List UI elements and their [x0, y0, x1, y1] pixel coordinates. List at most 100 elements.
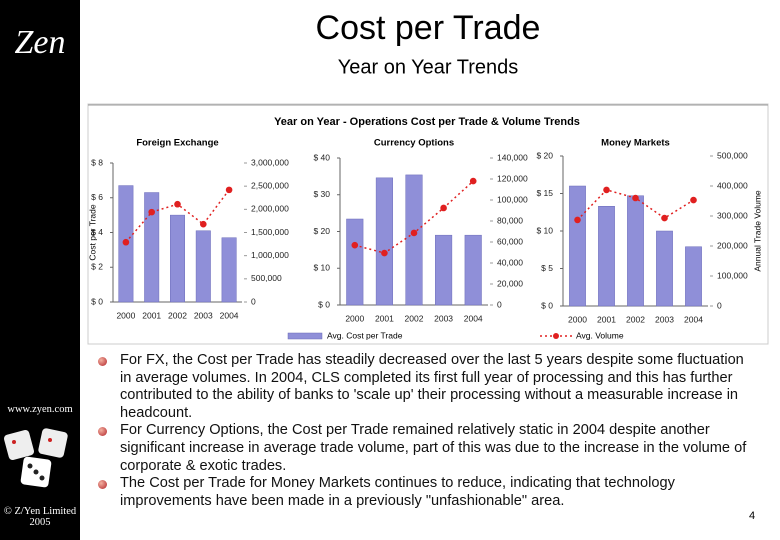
x-tick-label: 2002: [626, 314, 645, 324]
y2-tick-label: 0: [497, 299, 502, 309]
bullet-list: For FX, the Cost per Trade has steadily …: [96, 352, 756, 510]
y-tick-label: $ 0: [541, 300, 553, 310]
y2-tick-label: 100,000: [497, 194, 528, 204]
x-tick-label: 2001: [142, 310, 161, 320]
bar: [685, 246, 702, 307]
bar: [144, 192, 160, 303]
y2-tick-label: 120,000: [497, 173, 528, 183]
line-marker: [469, 177, 477, 185]
y2-tick-label: 140,000: [497, 152, 528, 162]
x-tick-label: 2004: [684, 314, 703, 324]
y2-tick-label: 500,000: [251, 273, 282, 283]
bullet: For Currency Options, the Cost per Trade…: [96, 422, 756, 475]
x-tick-label: 2004: [464, 313, 483, 323]
bar: [656, 230, 673, 307]
x-tick-label: 2000: [116, 310, 135, 320]
website: www.zyen.com: [7, 404, 73, 415]
y-tick-label: $ 8: [91, 157, 103, 167]
bar: [464, 234, 482, 306]
legend-swatch: [553, 333, 559, 339]
y2-tick-label: 200,000: [717, 240, 748, 250]
slide-subtitle: Year on Year Trends: [338, 56, 519, 78]
figure-title: Year on Year - Operations Cost per Trade…: [274, 116, 580, 128]
line-marker: [174, 200, 181, 208]
bar: [375, 177, 393, 306]
line-marker: [661, 214, 668, 222]
x-tick-label: 2000: [345, 313, 364, 323]
line-marker: [122, 238, 130, 246]
y2-axis-label: Annual Trade Volume: [752, 190, 762, 272]
y2-tick-label: 40,000: [497, 257, 523, 267]
panel-title: Foreign Exchange: [136, 138, 218, 149]
line-marker: [440, 204, 447, 212]
x-tick-label: 2003: [655, 314, 674, 324]
y2-tick-label: 20,000: [497, 278, 523, 288]
y2-tick-label: 0: [717, 300, 722, 310]
panel-title: Money Markets: [601, 138, 670, 149]
y2-tick-label: 500,000: [717, 150, 748, 160]
y2-tick-label: 2,000,000: [251, 204, 289, 214]
copyright: © Z/Yen Limited 2005: [3, 506, 77, 528]
dice: [3, 428, 68, 488]
bar: [221, 237, 237, 303]
y2-tick-label: 60,000: [497, 236, 523, 246]
y-tick-label: $ 4: [91, 227, 103, 237]
page-number: 4: [749, 510, 755, 522]
line-marker: [574, 216, 581, 224]
y-tick-label: $ 0: [318, 299, 330, 309]
bar: [346, 218, 364, 306]
y-tick-label: $ 20: [536, 150, 553, 160]
y-tick-label: $ 20: [313, 226, 330, 236]
y2-tick-label: 300,000: [717, 210, 748, 220]
y-tick-label: $ 15: [536, 188, 553, 198]
line-marker: [381, 249, 388, 257]
logo: Zen: [15, 24, 66, 61]
y-tick-label: $ 10: [536, 225, 553, 235]
y-tick-label: $ 2: [91, 262, 103, 272]
x-tick-label: 2003: [434, 313, 453, 323]
bar: [170, 214, 185, 303]
bar: [569, 185, 586, 307]
bar: [195, 230, 211, 303]
line-marker: [225, 186, 233, 194]
line-marker: [148, 208, 155, 216]
y-tick-label: $ 0: [91, 296, 103, 306]
y-tick-label: $ 10: [313, 263, 330, 273]
x-tick-label: 2004: [220, 310, 239, 320]
y2-tick-label: 80,000: [497, 215, 523, 225]
bullet: For FX, the Cost per Trade has steadily …: [96, 352, 756, 422]
bar: [598, 206, 615, 307]
bar: [435, 234, 453, 306]
line-marker: [603, 186, 610, 194]
line-marker: [632, 194, 639, 202]
legend-swatch: [287, 332, 323, 340]
legend-label: Avg. Cost per Trade: [327, 330, 403, 340]
bar: [627, 195, 644, 307]
y2-tick-label: 1,000,000: [251, 250, 289, 260]
bullet: The Cost per Trade for Money Markets con…: [96, 475, 756, 510]
x-tick-label: 2002: [168, 310, 187, 320]
x-tick-label: 2001: [597, 314, 616, 324]
y2-tick-label: 3,000,000: [251, 157, 289, 167]
y-tick-label: $ 40: [313, 152, 330, 162]
line-marker: [690, 196, 697, 204]
line-marker: [410, 229, 418, 237]
y2-tick-label: 2,500,000: [251, 180, 289, 190]
line-marker: [351, 241, 359, 249]
y2-tick-label: 1,500,000: [251, 227, 289, 237]
y2-tick-label: 100,000: [717, 270, 748, 280]
y-tick-label: $ 5: [541, 263, 553, 273]
y-axis-label: Cost per Trade: [87, 204, 97, 260]
x-tick-label: 2001: [375, 313, 394, 323]
x-tick-label: 2000: [568, 314, 587, 324]
legend-label: Avg. Volume: [576, 330, 624, 340]
x-tick-label: 2003: [194, 310, 213, 320]
panel-title: Currency Options: [374, 138, 454, 149]
line-marker: [200, 220, 207, 228]
y2-tick-label: 0: [251, 296, 256, 306]
y2-tick-label: 400,000: [717, 180, 748, 190]
y-tick-label: $ 6: [91, 192, 103, 202]
y-tick-label: $ 30: [313, 189, 330, 199]
bar: [405, 174, 423, 306]
